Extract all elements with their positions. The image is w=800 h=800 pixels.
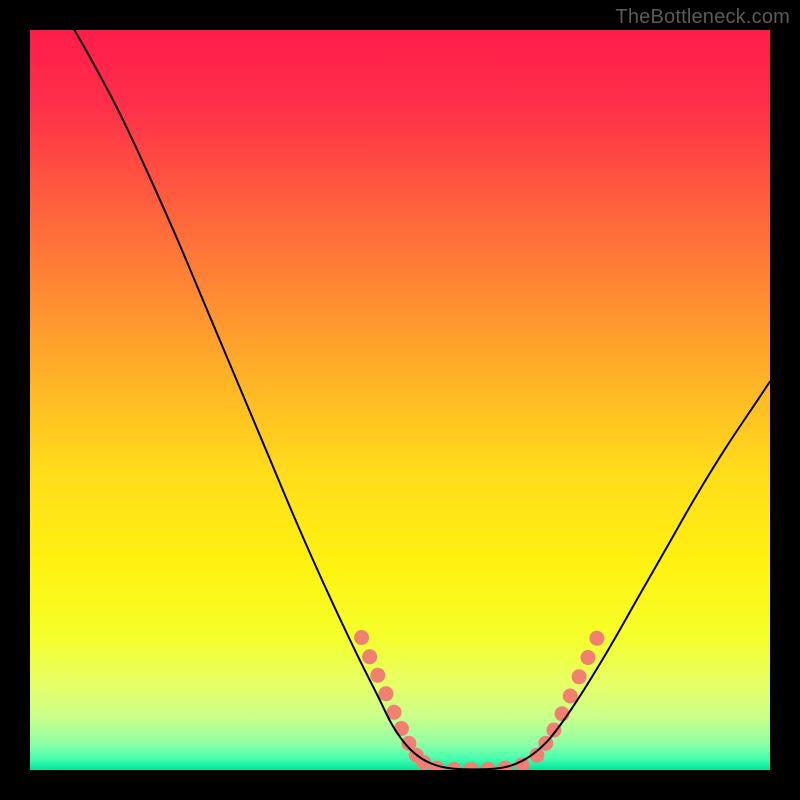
chart-marker (354, 630, 369, 645)
chart-marker (580, 650, 595, 665)
chart-svg (0, 0, 800, 800)
bottleneck-chart: TheBottleneck.com (0, 0, 800, 800)
chart-marker (370, 668, 385, 683)
chart-marker (362, 649, 377, 664)
chart-marker (572, 669, 587, 684)
watermark-label: TheBottleneck.com (615, 6, 790, 29)
chart-marker (378, 686, 393, 701)
chart-marker (394, 721, 409, 736)
chart-marker (546, 723, 561, 738)
chart-marker (589, 631, 604, 646)
chart-background (30, 30, 770, 770)
